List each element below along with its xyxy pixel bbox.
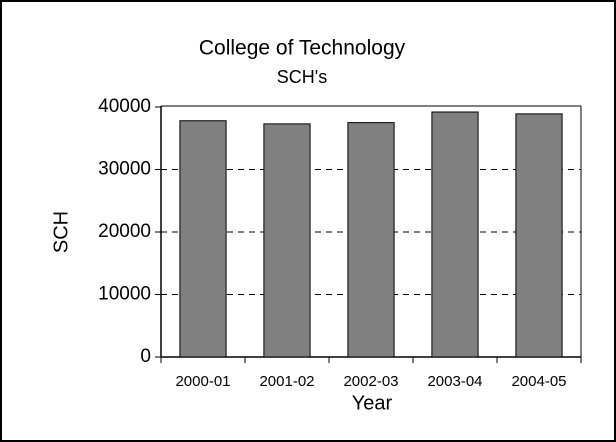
bar [431,111,479,358]
bar [515,113,563,358]
chart-subtitle: SCH's [277,67,327,87]
y-tick-label: 20000 [98,221,151,242]
x-axis-label: Year [352,392,393,414]
x-tick-label: 2002-03 [343,373,398,390]
bar [347,122,395,358]
x-tick-label: 2004-05 [511,373,566,390]
bar [179,120,227,358]
x-tick-label: 2000-01 [175,373,230,390]
y-tick-label: 10000 [98,284,151,305]
x-tick-label: 2003-04 [427,373,482,390]
y-axis-label: SCH [50,211,72,253]
bar [263,123,311,358]
x-tick-label: 2001-02 [259,373,314,390]
y-tick-label: 40000 [98,96,151,117]
y-tick-label: 0 [140,346,151,367]
y-tick-label: 30000 [98,159,151,180]
chart-title: College of Technology [199,37,406,60]
